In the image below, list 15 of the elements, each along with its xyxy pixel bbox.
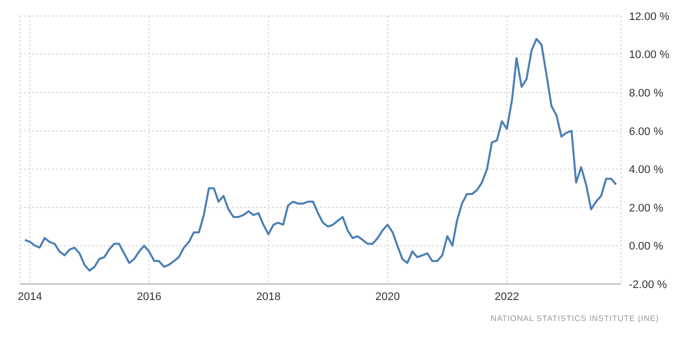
- x-tick-label: 2014: [18, 290, 42, 303]
- y-tick-label: 6.00 %: [629, 126, 664, 138]
- y-tick-label: 0.00 %: [629, 240, 664, 253]
- y-tick-label: 2.00 %: [629, 202, 664, 214]
- x-tick-label: 2018: [256, 290, 281, 303]
- y-tick-label: 12.00 %: [629, 10, 670, 23]
- y-tick-label: -2.00 %: [629, 278, 668, 291]
- x-tick-label: 2022: [494, 290, 520, 303]
- x-tick-label: 2020: [375, 290, 400, 303]
- y-tick-label: 10.00 %: [629, 49, 670, 62]
- y-tick-label: 8.00 %: [629, 87, 664, 100]
- line-series: [24, 38, 618, 272]
- text: NATIONAL STATISTICS INSTITUTE (INE): [490, 314, 660, 323]
- x-tick-label: 2016: [136, 290, 162, 303]
- y-tick-label: 4.00 %: [629, 164, 664, 176]
